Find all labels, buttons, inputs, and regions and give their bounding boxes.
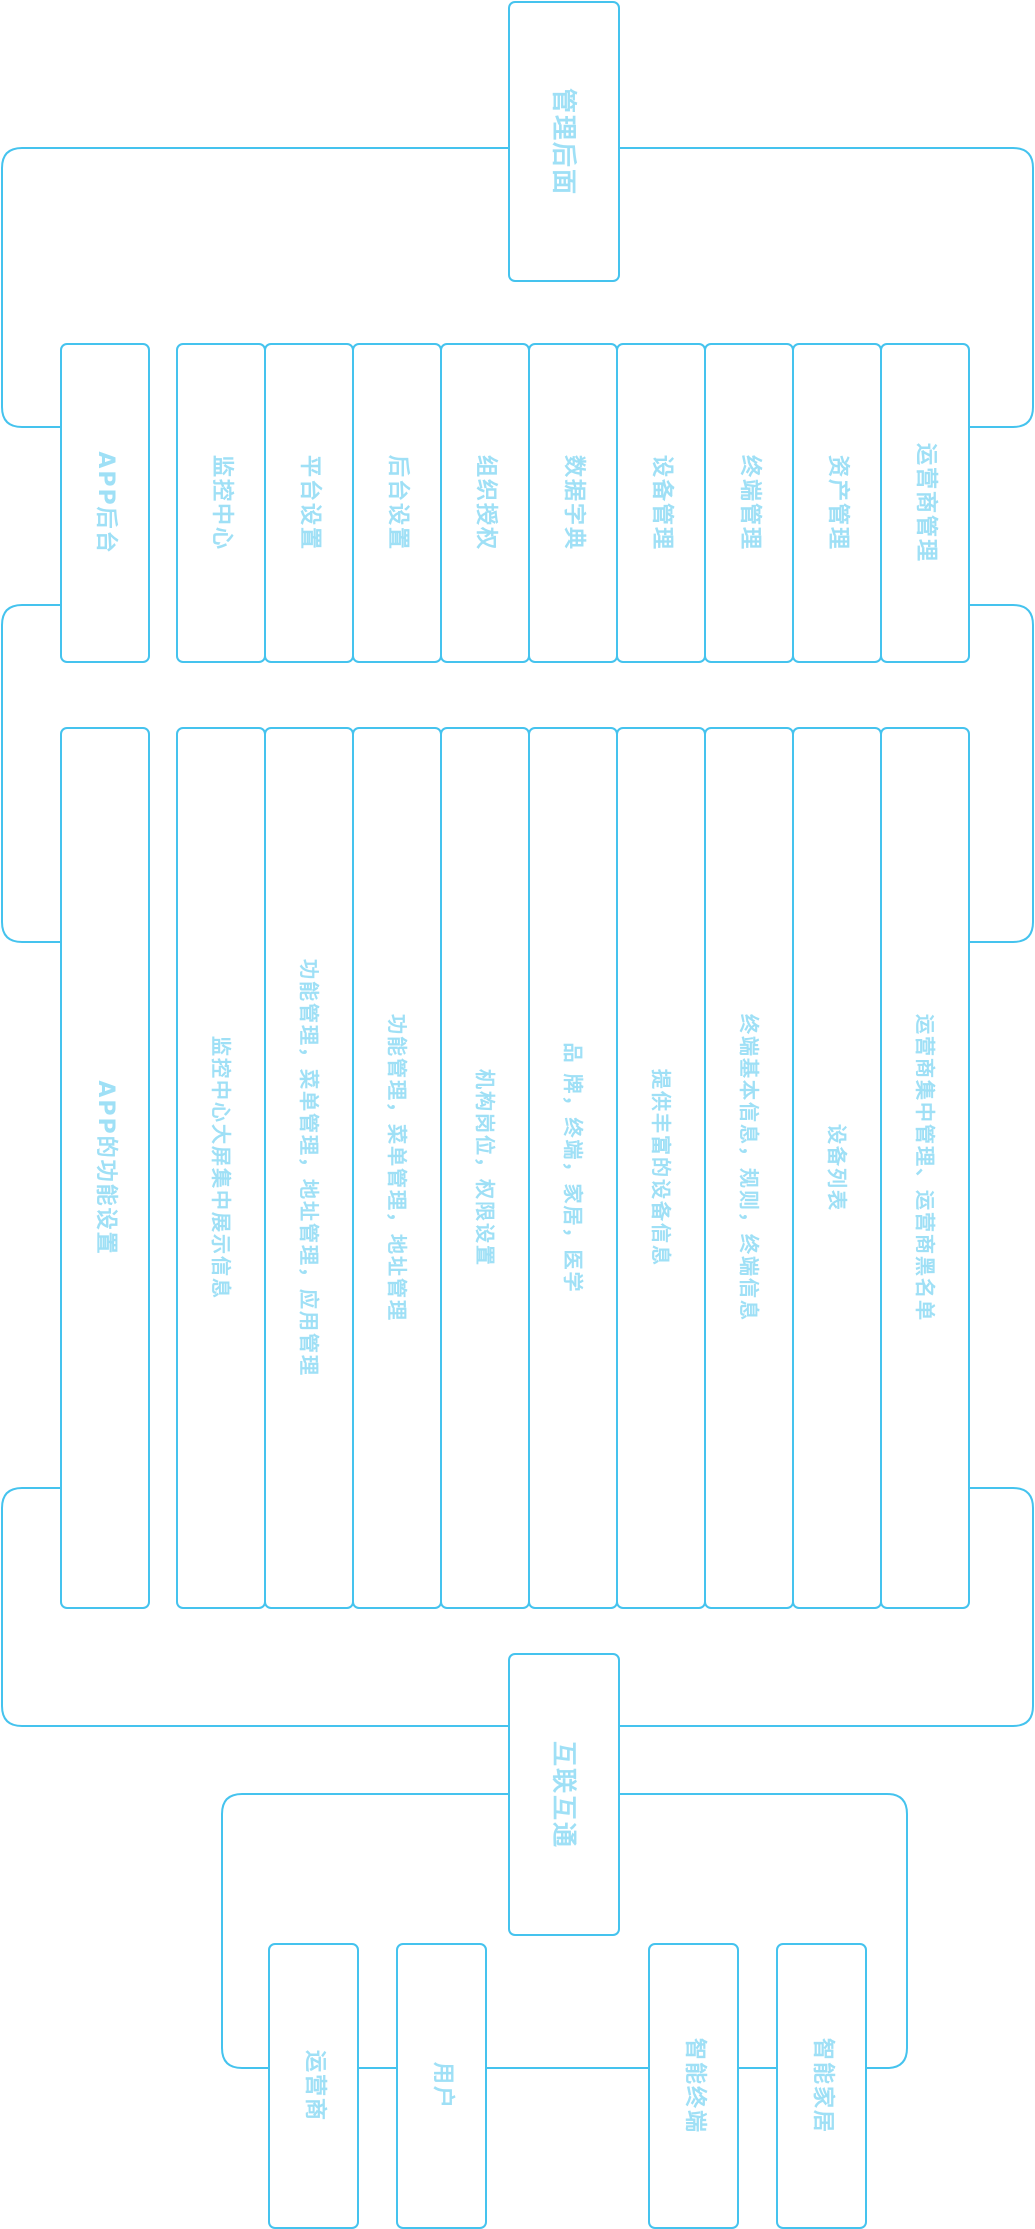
conn-mid-left bbox=[221, 1793, 508, 2069]
row2-item-5: 提供丰富的设备信息 bbox=[616, 727, 706, 1609]
row1-item-7: 资产管理 bbox=[792, 343, 882, 663]
row2-item-label: 提供丰富的设备信息 bbox=[649, 1069, 673, 1267]
row2-item-6: 终端基本信息，规则，终端信息 bbox=[704, 727, 794, 1609]
row1-item-0: 监控中心 bbox=[176, 343, 266, 663]
conn-top-right bbox=[620, 147, 1034, 428]
conn-mid-right bbox=[620, 1793, 908, 2069]
row1-item-8: 运营商管理 bbox=[880, 343, 970, 663]
row1-item-6: 终端管理 bbox=[704, 343, 794, 663]
row2-item-0: 监控中心大屏集中展示信息 bbox=[176, 727, 266, 1609]
bottom-item-label: 用户 bbox=[429, 2061, 455, 2111]
row1-app-node: APP后台 bbox=[60, 343, 150, 663]
bottom-item-2: 智能终端 bbox=[648, 1943, 739, 2229]
row1-item-label: 平台设置 bbox=[297, 454, 322, 552]
bottom-item-0: 运营商 bbox=[268, 1943, 359, 2229]
row1-item-label: 运营商管理 bbox=[913, 442, 938, 564]
row1-app-label: APP后台 bbox=[93, 451, 118, 555]
middle-node-label: 互联互通 bbox=[549, 1740, 579, 1849]
row1-item-label: 监控中心 bbox=[209, 454, 234, 552]
row1-item-4: 数据字典 bbox=[528, 343, 618, 663]
row2-item-4: 品 牌，终端，家居，医学 bbox=[528, 727, 618, 1609]
row2-item-1: 功能管理，菜单管理，地址管理，应用管理 bbox=[264, 727, 354, 1609]
row2-item-label: 功能管理，菜单管理，地址管理，应用管理 bbox=[297, 959, 321, 1377]
bottom-item-3: 智能家居 bbox=[776, 1943, 867, 2229]
row2-app-node: APP的功能设置 bbox=[60, 727, 150, 1609]
row2-item-2: 功能管理，菜单管理，地址管理 bbox=[352, 727, 442, 1609]
row2-item-label: 运营商集中管理、运营商黑名单 bbox=[913, 1014, 937, 1322]
row1-item-label: 资产管理 bbox=[825, 454, 850, 552]
row1-item-3: 组织授权 bbox=[440, 343, 530, 663]
row2-item-label: 设备列表 bbox=[825, 1124, 849, 1212]
conn-row1-right bbox=[970, 604, 1034, 943]
row1-item-label: 数据字典 bbox=[561, 454, 586, 552]
row2-item-label: 机构岗位，权限设置 bbox=[473, 1069, 497, 1267]
row2-item-3: 机构岗位，权限设置 bbox=[440, 727, 530, 1609]
bottom-item-label: 智能终端 bbox=[681, 2037, 707, 2135]
row1-item-5: 设备管理 bbox=[616, 343, 706, 663]
conn-row2-left bbox=[1, 1487, 508, 1727]
bottom-item-label: 运营商 bbox=[301, 2049, 327, 2123]
row2-item-label: 终端基本信息，规则，终端信息 bbox=[737, 1014, 761, 1322]
row1-item-1: 平台设置 bbox=[264, 343, 354, 663]
row1-item-label: 终端管理 bbox=[737, 454, 762, 552]
row2-app-label: APP的功能设置 bbox=[93, 1080, 118, 1256]
row2-item-8: 运营商集中管理、运营商黑名单 bbox=[880, 727, 970, 1609]
row1-item-2: 后台设置 bbox=[352, 343, 442, 663]
row2-item-7: 设备列表 bbox=[792, 727, 882, 1609]
top-node: 管理后面 bbox=[508, 1, 620, 282]
bottom-item-1: 用户 bbox=[396, 1943, 487, 2229]
row1-item-label: 后台设置 bbox=[385, 454, 410, 552]
middle-node: 互联互通 bbox=[508, 1653, 620, 1936]
top-node-label: 管理后面 bbox=[549, 87, 579, 196]
row1-item-label: 组织授权 bbox=[473, 454, 498, 552]
conn-row2-right bbox=[620, 1487, 1034, 1727]
row2-item-label: 功能管理，菜单管理，地址管理 bbox=[385, 1014, 409, 1322]
row2-item-label: 监控中心大屏集中展示信息 bbox=[209, 1036, 233, 1300]
conn-top-left bbox=[1, 147, 508, 428]
row2-item-label: 品 牌，终端，家居，医学 bbox=[561, 1042, 585, 1294]
conn-row1-left bbox=[1, 604, 60, 943]
bottom-item-label: 智能家居 bbox=[809, 2037, 835, 2135]
row1-item-label: 设备管理 bbox=[649, 454, 674, 552]
